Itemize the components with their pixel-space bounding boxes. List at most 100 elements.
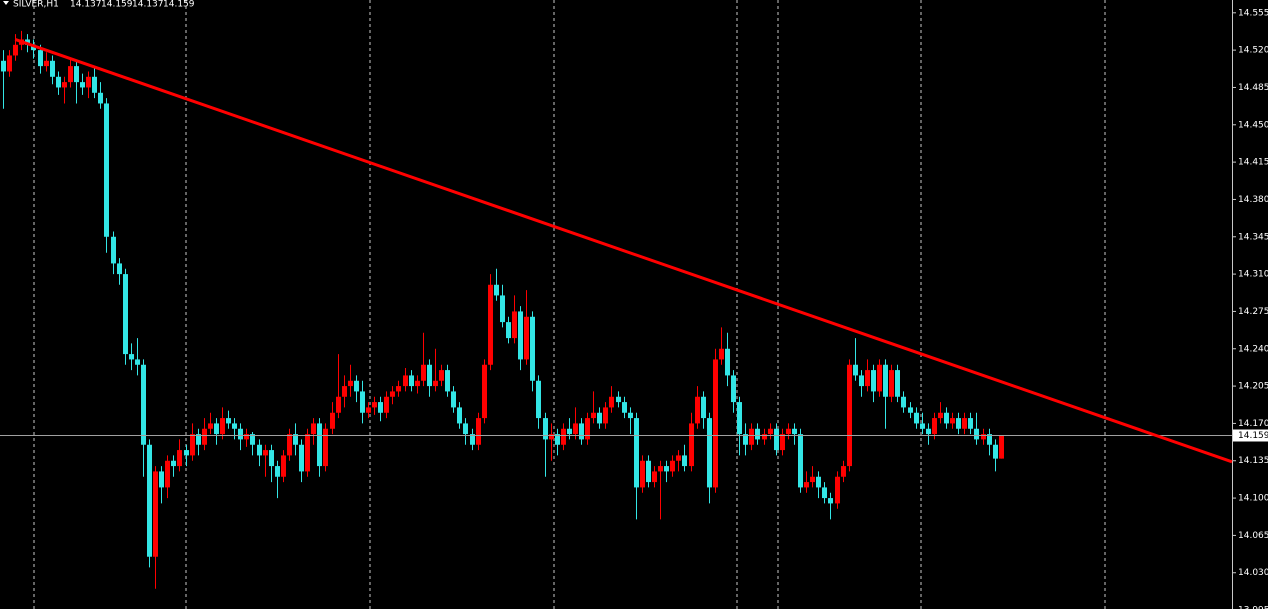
candle-body xyxy=(336,396,341,413)
candle-body xyxy=(737,402,742,435)
candle-body xyxy=(981,434,986,440)
candle-body xyxy=(257,444,262,456)
candle-body xyxy=(676,455,681,461)
candle-body xyxy=(877,364,882,392)
candle-body xyxy=(670,460,675,472)
y-tick-label: 14.380 xyxy=(1238,195,1268,205)
candle-body xyxy=(214,423,219,435)
candle-body xyxy=(974,428,979,440)
candle-body xyxy=(616,396,621,403)
candle-body xyxy=(956,418,961,429)
candle-body xyxy=(147,444,152,557)
candle-body xyxy=(208,423,213,429)
candle-body xyxy=(378,402,383,413)
candle-body xyxy=(31,44,36,51)
candle-body xyxy=(342,386,347,397)
candle-body xyxy=(451,391,456,408)
candle-body xyxy=(506,322,511,339)
candle-body xyxy=(226,418,231,424)
symbol: SILVER,H1 xyxy=(13,0,59,10)
y-tick-label: 14.170 xyxy=(1238,419,1268,429)
candle-body xyxy=(847,364,852,467)
y-tick-label: 14.520 xyxy=(1238,46,1268,56)
candle-body xyxy=(275,466,280,477)
candle-body xyxy=(646,460,651,483)
candle-body xyxy=(287,434,292,456)
candle-body xyxy=(366,407,371,413)
candle-body xyxy=(196,434,201,445)
candle-body xyxy=(725,348,730,376)
candle-body xyxy=(768,428,773,435)
candle-body xyxy=(993,444,998,459)
candle-body xyxy=(987,434,992,445)
candle-body xyxy=(433,380,438,387)
candle-body xyxy=(585,418,590,440)
candle-body xyxy=(853,364,858,376)
candle-body xyxy=(98,92,103,104)
candle-body xyxy=(567,428,572,435)
candle-body xyxy=(13,44,18,56)
candle-body xyxy=(634,418,639,488)
candle-body xyxy=(123,274,128,355)
candle-body xyxy=(889,370,894,397)
y-tick-label: 14.485 xyxy=(1238,83,1268,93)
candle-body xyxy=(804,482,809,488)
y-tick-label: 14.275 xyxy=(1238,307,1268,317)
trendline xyxy=(14,38,1233,464)
candle-body xyxy=(859,375,864,387)
y-tick-label: 14.450 xyxy=(1238,120,1268,130)
candle-body xyxy=(920,423,925,429)
candle-body xyxy=(524,316,529,360)
candle-body xyxy=(865,370,870,387)
candle-body xyxy=(476,418,481,445)
candle-body xyxy=(317,423,322,467)
candle-body xyxy=(707,418,712,488)
candle-body xyxy=(792,428,797,435)
candle-body xyxy=(74,66,79,83)
candle-body xyxy=(962,418,967,429)
candle-body xyxy=(932,418,937,435)
candle-body xyxy=(664,466,669,472)
candle-body xyxy=(701,396,706,419)
candle-body xyxy=(749,428,754,445)
candle-body xyxy=(354,380,359,392)
candle-body xyxy=(999,435,1004,459)
candle-body xyxy=(871,370,876,392)
candle-body xyxy=(457,407,462,424)
candle-body xyxy=(117,263,122,275)
menu-arrow[interactable] xyxy=(3,1,9,5)
candle-body xyxy=(652,471,657,483)
candle-body xyxy=(250,434,255,445)
candle-body xyxy=(530,316,535,381)
candle-body xyxy=(409,375,414,387)
candle-body xyxy=(689,423,694,467)
candle-body xyxy=(938,412,943,419)
candle-body xyxy=(816,476,821,488)
y-tick-label: 14.030 xyxy=(1238,568,1268,578)
candle-body xyxy=(171,460,176,467)
y-tick-label: 14.135 xyxy=(1238,456,1268,466)
candle-body xyxy=(926,428,931,435)
candle-body xyxy=(427,364,432,387)
candle-body xyxy=(622,402,627,413)
candle-body xyxy=(512,311,517,339)
candle-body xyxy=(62,82,67,88)
candle-body xyxy=(135,359,140,365)
candle-body xyxy=(470,434,475,445)
current-price-box xyxy=(1233,429,1268,442)
y-tick-label: 14.205 xyxy=(1238,382,1268,392)
candle-body xyxy=(755,428,760,440)
candle-body xyxy=(786,428,791,435)
candle-body xyxy=(80,82,85,88)
low-value: 14.137 xyxy=(132,0,164,10)
candle-body xyxy=(658,466,663,472)
candle-body xyxy=(111,236,116,264)
candle-body xyxy=(244,434,249,440)
candle-body xyxy=(561,428,566,445)
candle-body xyxy=(810,476,815,483)
candle-body xyxy=(330,412,335,429)
candle-body xyxy=(798,434,803,488)
